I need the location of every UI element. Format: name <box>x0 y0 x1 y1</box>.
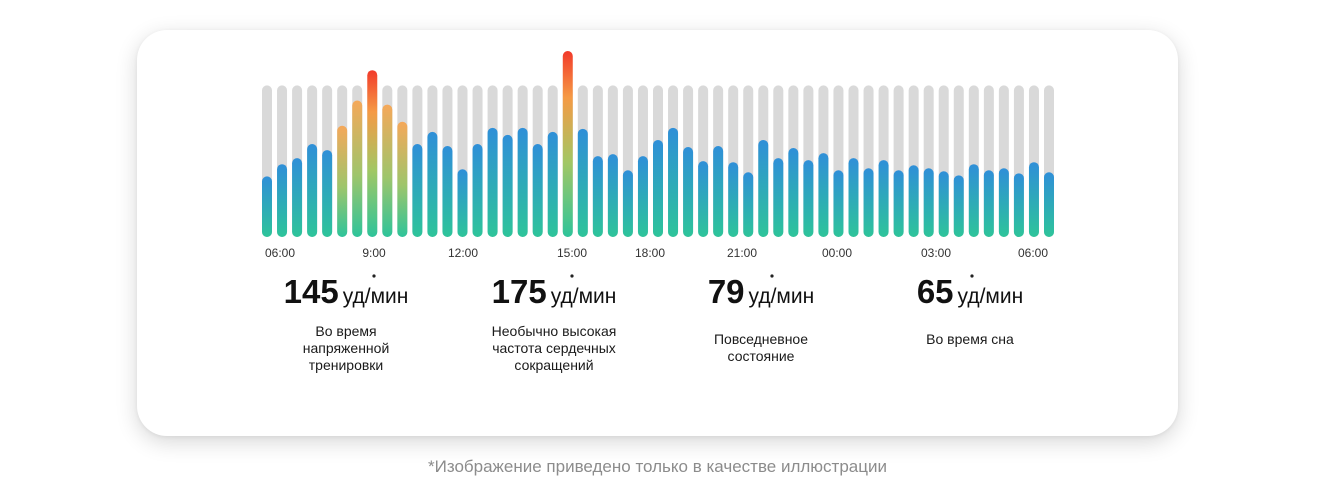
heart-rate-bar <box>773 158 784 237</box>
stat-unit: уд/мин <box>748 285 815 308</box>
heart-rate-bar <box>983 170 994 237</box>
heart-rate-bar <box>622 170 633 237</box>
heart-rate-bar <box>908 165 919 237</box>
heart-rate-bar <box>743 172 754 237</box>
heart-rate-bar <box>397 121 408 237</box>
x-marker-dot <box>770 274 774 278</box>
stat-unit: уд/мин <box>342 285 409 308</box>
stat-description: Необычно высокая частота сердечных сокра… <box>491 323 617 373</box>
heart-rate-bar <box>968 164 979 237</box>
heart-rate-bar <box>637 156 648 237</box>
heart-rate-bar <box>457 169 468 237</box>
heart-rate-bar <box>953 175 964 237</box>
heart-rate-bar <box>547 131 558 237</box>
heart-rate-bar <box>683 147 694 237</box>
heart-rate-bar <box>502 134 513 237</box>
heart-rate-bar <box>337 125 348 237</box>
heart-rate-bar <box>698 161 709 237</box>
heart-rate-bar <box>668 127 679 237</box>
heart-rate-bar <box>863 168 874 237</box>
heart-rate-bar <box>517 127 528 237</box>
heart-rate-bar <box>592 156 603 237</box>
stat-daily: 79 уд/мин Повседневное состояние <box>656 272 866 365</box>
heart-rate-bar <box>277 164 288 237</box>
stat-number: 175 <box>491 273 547 310</box>
heart-rate-bar <box>352 100 363 237</box>
x-tick-label: 06:00 <box>1018 246 1048 260</box>
heart-rate-bar <box>412 144 423 237</box>
heart-rate-bar <box>442 146 453 237</box>
x-marker-dot <box>372 274 376 278</box>
heart-rate-bar <box>1013 173 1024 237</box>
heart-rate-bar <box>923 168 934 237</box>
x-axis-markers <box>372 274 974 278</box>
heart-rate-bar <box>728 162 739 237</box>
x-tick-label: 00:00 <box>822 246 852 260</box>
x-tick-label: 12:00 <box>448 246 478 260</box>
stat-training: 145 уд/мин Во время напряженной тренировк… <box>241 272 451 374</box>
heart-rate-bar <box>713 146 724 237</box>
heart-rate-bar <box>893 170 904 237</box>
heart-rate-bar <box>803 160 814 237</box>
x-axis-ticks: 06:00 9:00 12:00 15:00 18:00 21:00 00:00 03:00 0… <box>265 246 1048 260</box>
heart-rate-chart: 06:00 9:00 12:00 15:00 18:00 21:00 00:00 03:00 0… <box>262 51 1054 278</box>
heart-rate-bar <box>758 139 769 237</box>
heart-rate-bar <box>487 127 498 237</box>
stat-description: Повседневное состояние <box>713 331 809 364</box>
stat-description: Во время напряженной тренировки <box>302 323 390 373</box>
stat-number: 145 <box>283 273 339 310</box>
bar-series <box>262 51 1054 238</box>
x-tick-label: 06:00 <box>265 246 295 260</box>
x-marker-dot <box>970 274 974 278</box>
heart-rate-bar <box>307 144 318 237</box>
stat-value-line: 65 уд/мин <box>865 272 1075 319</box>
stat-description: Во время сна <box>926 331 1014 347</box>
heart-rate-bar <box>322 150 333 237</box>
heart-rate-bar <box>607 154 618 237</box>
heart-rate-bar <box>562 51 573 237</box>
heart-rate-bar <box>653 139 663 237</box>
heart-rate-bar <box>262 176 272 237</box>
heart-rate-bar <box>1028 162 1039 237</box>
heart-rate-bar <box>878 160 889 237</box>
stat-unit: уд/мин <box>550 285 617 308</box>
heart-rate-bar <box>577 128 588 237</box>
heart-rate-bar <box>427 131 438 237</box>
illustration-disclaimer: *Изображение приведено только в качестве… <box>428 457 887 476</box>
x-tick-label: 21:00 <box>727 246 757 260</box>
stat-number: 65 <box>916 273 954 310</box>
heart-rate-bar <box>367 70 378 238</box>
heart-rate-bar <box>292 158 303 237</box>
x-tick-label: 9:00 <box>362 246 386 260</box>
heart-rate-bar <box>1044 172 1054 237</box>
heart-rate-bar <box>382 104 393 237</box>
stat-unit: уд/мин <box>957 285 1024 308</box>
heart-rate-bar <box>818 153 829 237</box>
x-tick-label: 18:00 <box>635 246 665 260</box>
stat-value-line: 145 уд/мин <box>241 272 451 319</box>
heart-rate-bar <box>472 144 483 237</box>
heart-rate-bar <box>532 144 543 237</box>
heart-rate-bar <box>788 148 799 237</box>
stat-sleep: 65 уд/мин Во время сна <box>865 272 1075 348</box>
stat-number: 79 <box>707 273 745 310</box>
stat-value-line: 79 уд/мин <box>656 272 866 319</box>
x-tick-label: 03:00 <box>921 246 951 260</box>
stat-value-line: 175 уд/мин <box>449 272 659 319</box>
x-tick-label: 15:00 <box>557 246 587 260</box>
x-marker-dot <box>570 274 574 278</box>
stat-high-heart-rate: 175 уд/мин Необычно высокая частота серде… <box>449 272 659 374</box>
heart-rate-bar <box>833 170 844 237</box>
heart-rate-bar <box>848 158 859 237</box>
heart-rate-bar <box>938 171 949 237</box>
heart-rate-bar <box>998 168 1009 237</box>
